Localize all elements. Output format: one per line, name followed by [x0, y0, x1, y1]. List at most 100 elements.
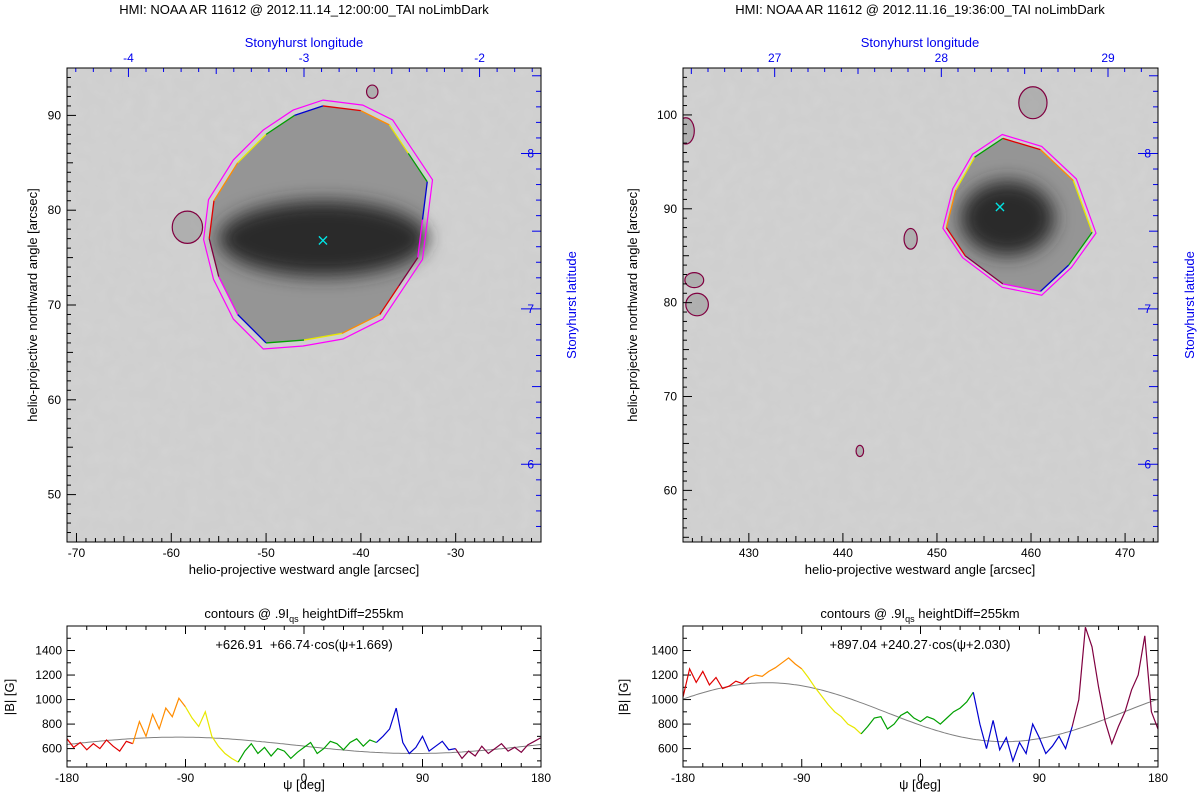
- right-axis-label-right: Stonyhurst latitude: [1182, 251, 1197, 359]
- contour-segment: [322, 105, 361, 112]
- small-contour: [365, 84, 379, 99]
- x-tick-label: 180: [1148, 771, 1168, 785]
- contour-segment: [208, 238, 220, 277]
- x-tick-label: 460: [1021, 546, 1041, 560]
- right-tick-label: 6: [1144, 457, 1151, 471]
- x-tick-label: -90: [177, 771, 195, 785]
- x-tick-label: -90: [793, 771, 811, 785]
- series-line: [184, 706, 239, 763]
- y-tick-label: 90: [48, 108, 62, 122]
- sunspot-right: ×: [683, 86, 1097, 458]
- y-tick-label: 100: [657, 108, 677, 122]
- right-tick-label: 7: [527, 302, 534, 316]
- y-tick-label: 1400: [35, 644, 62, 658]
- small-contour: [685, 292, 709, 317]
- series-line: [972, 692, 1073, 763]
- contour-segment: [303, 332, 343, 341]
- contour-segment: [218, 276, 239, 315]
- contour-segment: [237, 133, 267, 164]
- umbra: [960, 180, 1055, 256]
- ylabel-left: helio-projective northward angle [arcsec…: [25, 188, 40, 421]
- centroid-marker: ×: [316, 231, 329, 250]
- y-tick-label: 1000: [651, 693, 678, 707]
- series-line: [1071, 627, 1159, 746]
- contour-segment: [407, 152, 428, 183]
- plot-xlabel-right: ψ [deg]: [899, 777, 941, 792]
- image-frame-right: [682, 67, 1159, 543]
- fit-label-left: +626.91 +66.74·cos(ψ+1.669): [215, 637, 392, 652]
- right-axis-label-left: Stonyhurst latitude: [564, 251, 579, 359]
- right-tick-label: 8: [527, 146, 534, 160]
- image-frame-left: [66, 67, 542, 543]
- xlabel-left: helio-projective westward angle [arcsec]: [189, 562, 420, 577]
- x-tick-label: 0: [301, 771, 308, 785]
- contour-segment: [388, 124, 409, 154]
- y-tick-label: 800: [42, 717, 62, 731]
- x-tick-label: 90: [416, 771, 430, 785]
- small-contour: [1018, 86, 1048, 120]
- plot-ylabel-right: |B| [G]: [616, 679, 631, 715]
- contour-segment: [265, 114, 295, 135]
- y-tick-label: 1200: [651, 668, 678, 682]
- contour-segment: [417, 219, 424, 258]
- series-line: [860, 691, 974, 735]
- y-tick-label: 70: [664, 390, 678, 404]
- fit-label-right: +897.04 +240.27·cos(ψ+2.030): [830, 637, 1011, 652]
- x-tick-label: 440: [833, 546, 853, 560]
- y-tick-label: 600: [42, 742, 62, 756]
- plot-xlabel-left: ψ [deg]: [283, 777, 325, 792]
- x-tick-label: -180: [671, 771, 695, 785]
- series-line: [682, 667, 750, 698]
- contour-segment: [379, 285, 400, 315]
- contour-segment: [964, 255, 1004, 285]
- field-plot-right: contours @ .9Iqs heightDiff=255km +897.0…: [616, 606, 1168, 792]
- centroid-marker: ×: [993, 197, 1006, 216]
- x-tick-label: 430: [739, 546, 759, 560]
- y-tick-label: 1200: [35, 668, 62, 682]
- image-title-left: HMI: NOAA AR 11612 @ 2012.11.14_12:00:00…: [119, 2, 489, 17]
- plot-ylabel-left: |B| [G]: [2, 679, 17, 715]
- right-tick-label: 8: [1144, 146, 1151, 160]
- contour-segment: [341, 313, 381, 335]
- y-tick-label: 80: [664, 296, 678, 310]
- contour-segment: [945, 227, 966, 257]
- field-plot-left: contours @ .9Iqs heightDiff=255km +626.9…: [2, 606, 551, 792]
- contour-segment: [1002, 137, 1041, 151]
- y-tick-label: 80: [48, 203, 62, 217]
- x-tick-label: -30: [447, 546, 465, 560]
- series-line: [748, 657, 803, 679]
- contour-segment: [1072, 180, 1093, 233]
- contour-segment: [421, 181, 428, 220]
- contour-segment: [1068, 231, 1093, 266]
- series-line: [132, 697, 186, 744]
- plot-frame-left: [66, 625, 542, 768]
- height-contour: [942, 133, 1097, 296]
- contour-segment: [1039, 149, 1074, 182]
- x-tick-label: 0: [917, 771, 924, 785]
- image-panel-left: × HMI: NOAA AR 11612 @ 2012.11.14_12:00:…: [25, 2, 579, 577]
- top-tick-label: -2: [474, 51, 485, 65]
- series-line: [66, 738, 134, 752]
- sunspot-left: ×: [171, 84, 434, 350]
- plot-area-left: -180 -90 0 90 180 600 800 1000 1200 1400: [35, 625, 551, 785]
- right-tick-label: 7: [1144, 302, 1151, 316]
- small-contour: [683, 117, 695, 145]
- contour-segment: [955, 156, 976, 191]
- granulation-right: [683, 68, 1158, 542]
- contour-segment: [213, 162, 239, 202]
- umbra: [218, 200, 428, 277]
- right-tick-label: 6: [527, 457, 534, 471]
- x-tick-label: -70: [68, 546, 86, 560]
- x-tick-label: -40: [352, 546, 370, 560]
- top-tick-label: 28: [935, 51, 949, 65]
- y-tick-label: 1000: [35, 693, 62, 707]
- top-tick-label: 27: [768, 51, 782, 65]
- image-title-right: HMI: NOAA AR 11612 @ 2012.11.16_19:36:00…: [735, 2, 1105, 17]
- x-tick-label: -50: [257, 546, 275, 560]
- series-line: [454, 737, 542, 760]
- small-contour: [903, 227, 918, 250]
- y-tick-label: 60: [48, 393, 62, 407]
- fit-curve: [66, 736, 542, 754]
- y-tick-label: 60: [664, 483, 678, 497]
- contour-segment: [945, 189, 957, 228]
